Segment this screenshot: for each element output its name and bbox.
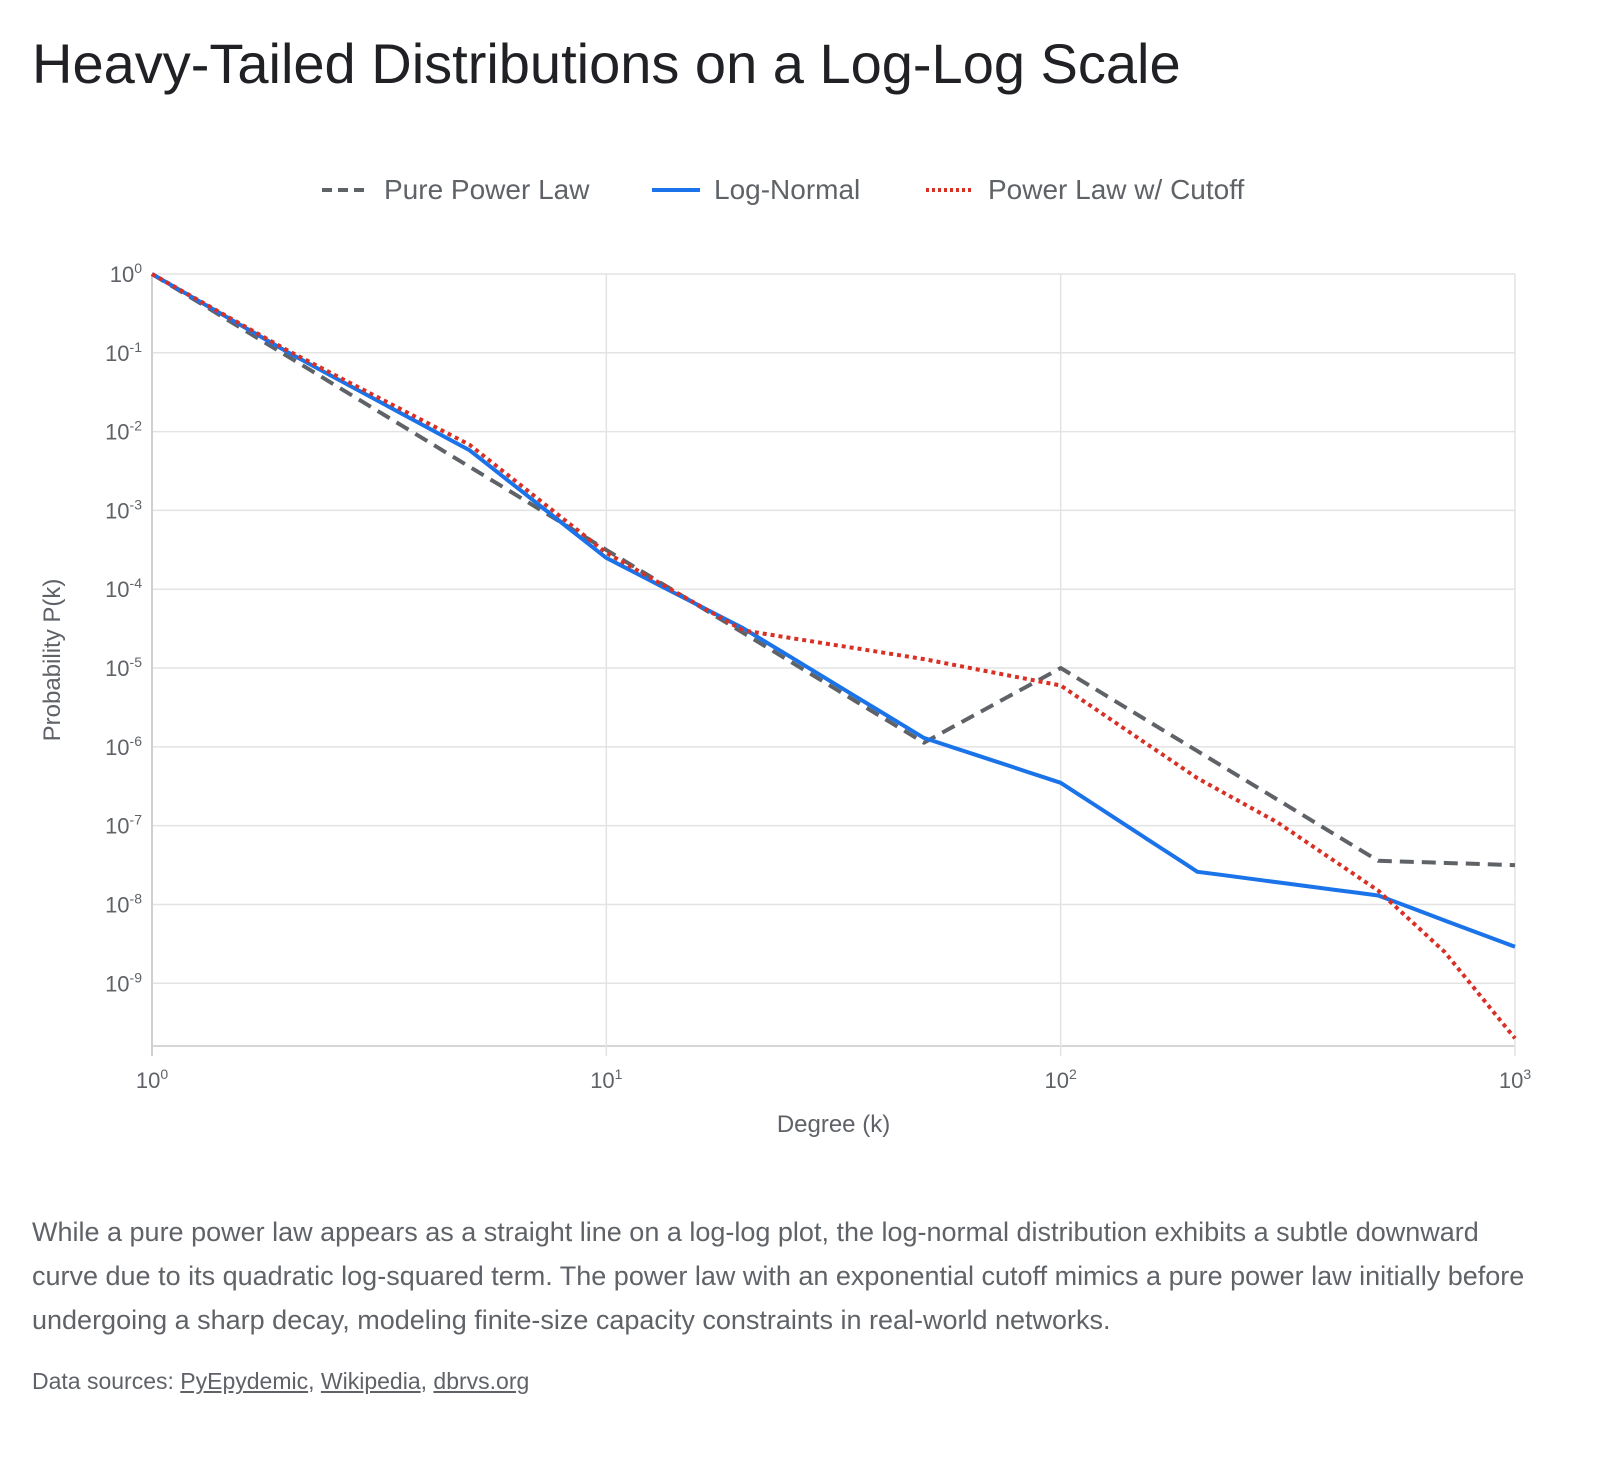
y-tick-label: 100 xyxy=(110,260,142,287)
x-tick-label: 101 xyxy=(590,1066,622,1093)
series-line-log-normal xyxy=(150,272,1516,949)
x-tick-label: 102 xyxy=(1045,1066,1077,1093)
y-tick-label: 10-2 xyxy=(105,418,142,445)
legend-label: Log-Normal xyxy=(714,174,861,205)
series-line-pure-power-law xyxy=(150,272,1516,868)
x-axis-title: Degree (k) xyxy=(777,1111,890,1138)
chart-title: Heavy-Tailed Distributions on a Log-Log … xyxy=(32,32,1181,95)
chart-legend: Pure Power Law Log-Normal Power Law w/ C… xyxy=(0,170,1600,210)
y-tick-label: 10-7 xyxy=(105,812,142,839)
y-tick-label: 10-1 xyxy=(105,339,142,366)
source-link-pyepydemic[interactable]: PyEpydemic xyxy=(180,1368,309,1394)
y-tick-label: 10-4 xyxy=(105,575,142,602)
y-tick-label: 10-6 xyxy=(105,733,142,760)
legend-swatch-dotted xyxy=(926,188,974,192)
sources-separator: , xyxy=(420,1368,434,1394)
source-link-wikipedia[interactable]: Wikipedia xyxy=(320,1368,421,1394)
y-tick-label: 10-8 xyxy=(105,890,142,917)
x-tick-label: 100 xyxy=(136,1066,168,1093)
chart-gridlines xyxy=(151,273,1516,1056)
legend-item-log-normal[interactable]: Log-Normal xyxy=(652,170,860,210)
chart-description: While a pure power law appears as a stra… xyxy=(32,1217,1525,1335)
legend-item-pure-power-law[interactable]: Pure Power Law xyxy=(322,170,589,210)
source-link-dbrvs[interactable]: dbrvs.org xyxy=(433,1368,530,1394)
data-sources: Data sources: PyEpydemic, Wikipedia, dbr… xyxy=(32,1368,529,1395)
sources-separator: , xyxy=(308,1368,321,1394)
legend-swatch-solid xyxy=(652,188,700,192)
series-line-power-law-cutoff xyxy=(151,272,1517,1040)
legend-item-power-law-cutoff[interactable]: Power Law w/ Cutoff xyxy=(926,170,1244,210)
chart-series xyxy=(150,272,1517,1040)
y-tick-label: 10-3 xyxy=(105,496,142,523)
legend-label: Power Law w/ Cutoff xyxy=(988,174,1245,205)
y-tick-label: 10-5 xyxy=(105,654,142,681)
x-tick-label: 103 xyxy=(1499,1066,1531,1093)
sources-prefix: Data sources: xyxy=(32,1368,181,1394)
y-axis-title: Probability P(k) xyxy=(39,579,66,742)
chart-plot: 10010-110-210-310-410-510-610-710-810-9 … xyxy=(39,260,1531,1138)
y-axis-ticks: 100 10-1 10-2 10-3 10-4 10-5 10-6 10-7 10-8 10-9 xyxy=(105,260,142,996)
legend-label: Pure Power Law xyxy=(384,174,590,205)
x-axis-ticks: 100 101 102 103 xyxy=(136,1066,1531,1093)
legend-swatch-dashed xyxy=(322,188,370,192)
y-tick-label: 10-9 xyxy=(105,969,142,996)
